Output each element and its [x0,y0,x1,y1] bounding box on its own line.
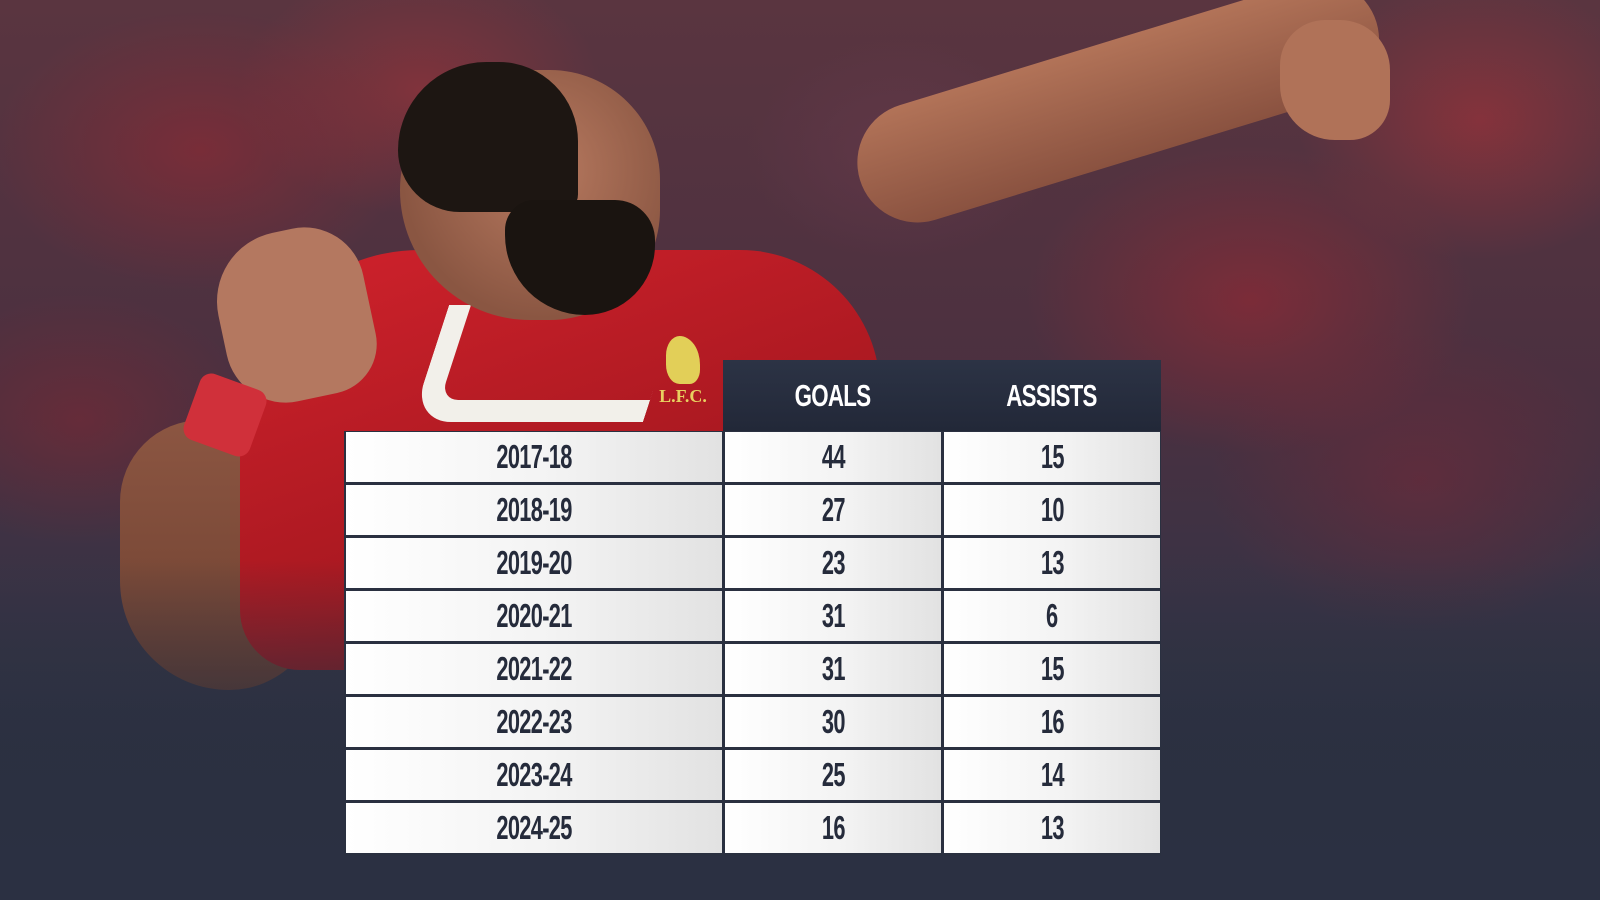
shirt-collar [410,305,682,422]
club-crest: L.F.C. [652,336,714,426]
season-cell: 2017-18 [346,432,722,482]
table-row: 2020-21 31 6 [344,591,1161,641]
season-cell: 2022-23 [346,697,722,747]
assists-cell: 13 [944,538,1160,588]
table-row: 2019-20 23 13 [344,538,1161,588]
season-cell: 2023-24 [346,750,722,800]
table-row: 2024-25 16 13 [344,803,1161,853]
assists-cell: 16 [944,697,1160,747]
season-cell: 2019-20 [346,538,722,588]
player-hair [398,62,578,212]
goals-cell: 30 [725,697,941,747]
assists-cell: 13 [944,803,1160,853]
table-row: 2021-22 31 15 [344,644,1161,694]
goals-cell: 25 [725,750,941,800]
crest-text: L.F.C. [659,386,707,406]
table-row: 2018-19 27 10 [344,485,1161,535]
goals-cell: 31 [725,591,941,641]
table-header: GOALS ASSISTS [723,360,1161,431]
assists-cell: 15 [944,644,1160,694]
assists-cell: 10 [944,485,1160,535]
player-fist [1280,20,1390,140]
table-row: 2022-23 30 16 [344,697,1161,747]
header-goals: GOALS [794,377,871,413]
season-cell: 2024-25 [346,803,722,853]
assists-cell: 14 [944,750,1160,800]
goals-cell: 27 [725,485,941,535]
liver-bird-icon [666,336,700,384]
goals-cell: 16 [725,803,941,853]
goals-cell: 44 [725,432,941,482]
season-cell: 2018-19 [346,485,722,535]
table-row: 2023-24 25 14 [344,750,1161,800]
season-cell: 2021-22 [346,644,722,694]
assists-cell: 15 [944,432,1160,482]
header-assists: ASSISTS [1006,377,1097,413]
assists-cell: 6 [944,591,1160,641]
goals-cell: 31 [725,644,941,694]
table-body: 2017-18 44 15 2018-19 27 10 2019-20 23 1… [344,431,1161,856]
season-cell: 2020-21 [346,591,722,641]
goals-cell: 23 [725,538,941,588]
table-row: 2017-18 44 15 [344,432,1161,482]
